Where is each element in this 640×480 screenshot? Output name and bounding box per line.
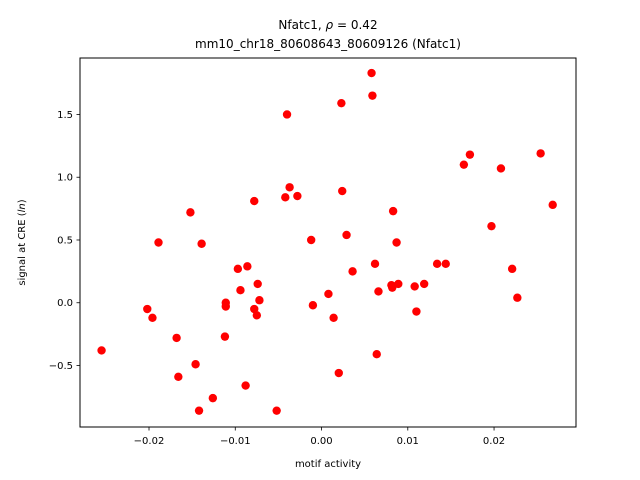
data-point-3 — [148, 313, 157, 323]
data-point-41 — [372, 350, 381, 359]
data-point-60 — [548, 200, 557, 210]
data-point-20 — [250, 304, 259, 314]
data-point-51 — [432, 259, 442, 269]
y-axis-label: signal at CRE (ln) — [17, 199, 28, 285]
data-point-50 — [419, 279, 429, 289]
data-point-16 — [236, 285, 245, 295]
chart-title-line-2: mm10_chr18_80608643_80609126 (Nfatc1) — [195, 37, 461, 51]
data-point-55 — [487, 221, 496, 231]
x-tick-label: −0.02 — [134, 436, 165, 447]
data-point-17 — [241, 381, 250, 390]
x-tick-label: 0.00 — [310, 436, 332, 447]
data-point-7 — [186, 208, 195, 217]
data-point-9 — [194, 406, 204, 415]
y-tick-label: 0.5 — [57, 235, 73, 246]
data-point-4 — [154, 238, 163, 247]
data-point-28 — [293, 191, 302, 201]
data-point-37 — [348, 267, 357, 276]
data-point-11 — [208, 393, 218, 403]
plot-frame — [79, 57, 577, 428]
data-point-22 — [253, 279, 262, 289]
data-point-12 — [220, 332, 230, 341]
data-point-42 — [374, 287, 383, 296]
data-point-21 — [252, 311, 262, 320]
x-tick-label: 0.02 — [483, 436, 505, 447]
data-point-10 — [197, 239, 206, 248]
y-axis-ticks: −0.5 0.0 0.5 1.0 1.5 — [49, 110, 80, 372]
data-point-40 — [370, 259, 380, 269]
data-point-33 — [334, 368, 343, 378]
chart-title-line-1: Nfatc1, ρ = 0.42 — [278, 18, 377, 32]
data-point-31 — [324, 289, 333, 299]
data-point-57 — [507, 264, 517, 274]
x-tick-label: −0.01 — [220, 436, 251, 447]
data-point-27 — [285, 183, 294, 192]
x-tick-label: 0.01 — [397, 436, 419, 447]
data-point-8 — [191, 360, 200, 369]
x-axis-label: motif activity — [295, 459, 361, 470]
data-point-1 — [97, 346, 106, 355]
data-point-24 — [272, 406, 281, 415]
data-point-48 — [410, 282, 419, 291]
data-point-32 — [329, 313, 338, 323]
y-tick-label: −0.5 — [49, 361, 73, 372]
data-point-53 — [459, 160, 469, 169]
data-point-29 — [306, 235, 316, 245]
data-point-25 — [281, 193, 290, 202]
data-point-14 — [221, 298, 230, 307]
data-point-39 — [368, 91, 377, 100]
data-point-2 — [143, 304, 152, 314]
data-point-47 — [394, 279, 403, 289]
data-point-5 — [172, 333, 181, 343]
data-point-58 — [513, 293, 522, 302]
y-tick-label: 1.5 — [57, 110, 73, 121]
data-point-30 — [308, 301, 318, 310]
data-point-23 — [255, 296, 264, 305]
data-point-19 — [250, 196, 259, 206]
data-point-52 — [441, 259, 450, 269]
data-point-35 — [338, 186, 347, 196]
x-axis-ticks: −0.02 −0.01 0.00 0.01 0.02 — [134, 427, 505, 447]
data-point-44 — [388, 283, 397, 292]
data-point-34 — [337, 98, 346, 108]
data-points — [97, 68, 557, 415]
data-point-56 — [496, 164, 506, 173]
data-point-18 — [243, 262, 252, 271]
data-point-38 — [367, 68, 376, 78]
data-point-45 — [388, 206, 398, 216]
data-point-59 — [536, 149, 545, 158]
data-point-15 — [233, 264, 243, 274]
data-point-49 — [412, 307, 421, 316]
data-point-6 — [174, 372, 183, 381]
y-tick-label: 0.0 — [57, 298, 73, 309]
y-tick-label: 1.0 — [57, 173, 73, 184]
data-point-46 — [392, 238, 401, 247]
data-point-36 — [342, 230, 351, 240]
data-point-54 — [465, 150, 475, 159]
data-point-26 — [282, 110, 292, 119]
